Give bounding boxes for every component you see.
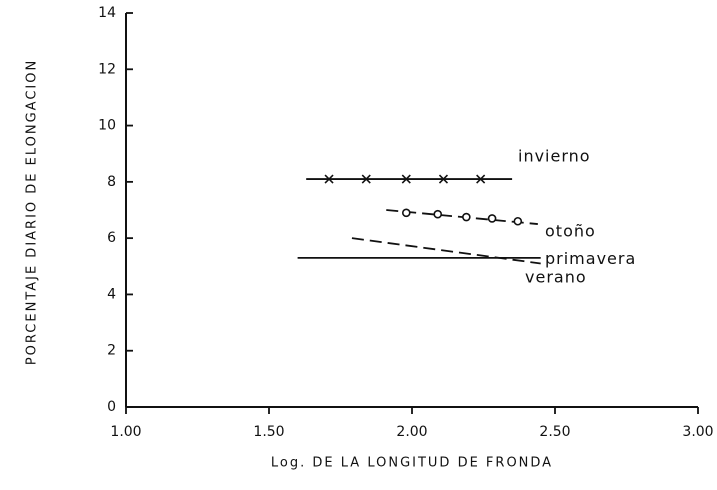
x-tick-label: 1.00 [110,424,141,440]
marker [361,174,371,184]
marker [433,209,443,219]
y-tick-label: 10 [98,118,116,134]
marker [476,174,486,184]
series-line [351,237,541,265]
series-label: invierno [518,147,591,166]
x-tick-label: 3.00 [682,424,713,440]
marker [462,212,471,222]
y-tick-label: 4 [107,286,116,302]
marker [513,216,523,226]
y-axis-title: PORCENTAJE DIARIO DE ELONGACION [25,59,40,365]
series-label: otoño [545,222,596,241]
series-label: primavera [545,249,636,268]
x-tick-label: 2.00 [396,424,427,440]
x-tick-label: 1.50 [253,424,284,440]
marker [401,208,411,218]
marker [487,214,497,223]
y-tick-label: 2 [107,343,116,359]
y-tick-label: 6 [107,230,116,246]
marker [401,174,411,184]
x-tick-label: 2.50 [539,424,570,440]
y-tick-label: 14 [98,5,116,21]
x-axis-title: Log. DE LA LONGITUD DE FRONDA [271,456,553,471]
y-tick-label: 0 [107,399,116,415]
marker [324,174,334,184]
y-tick-label: 12 [98,61,116,77]
y-tick-label: 8 [107,174,116,190]
marker [438,174,449,184]
series-label: verano [525,267,587,286]
